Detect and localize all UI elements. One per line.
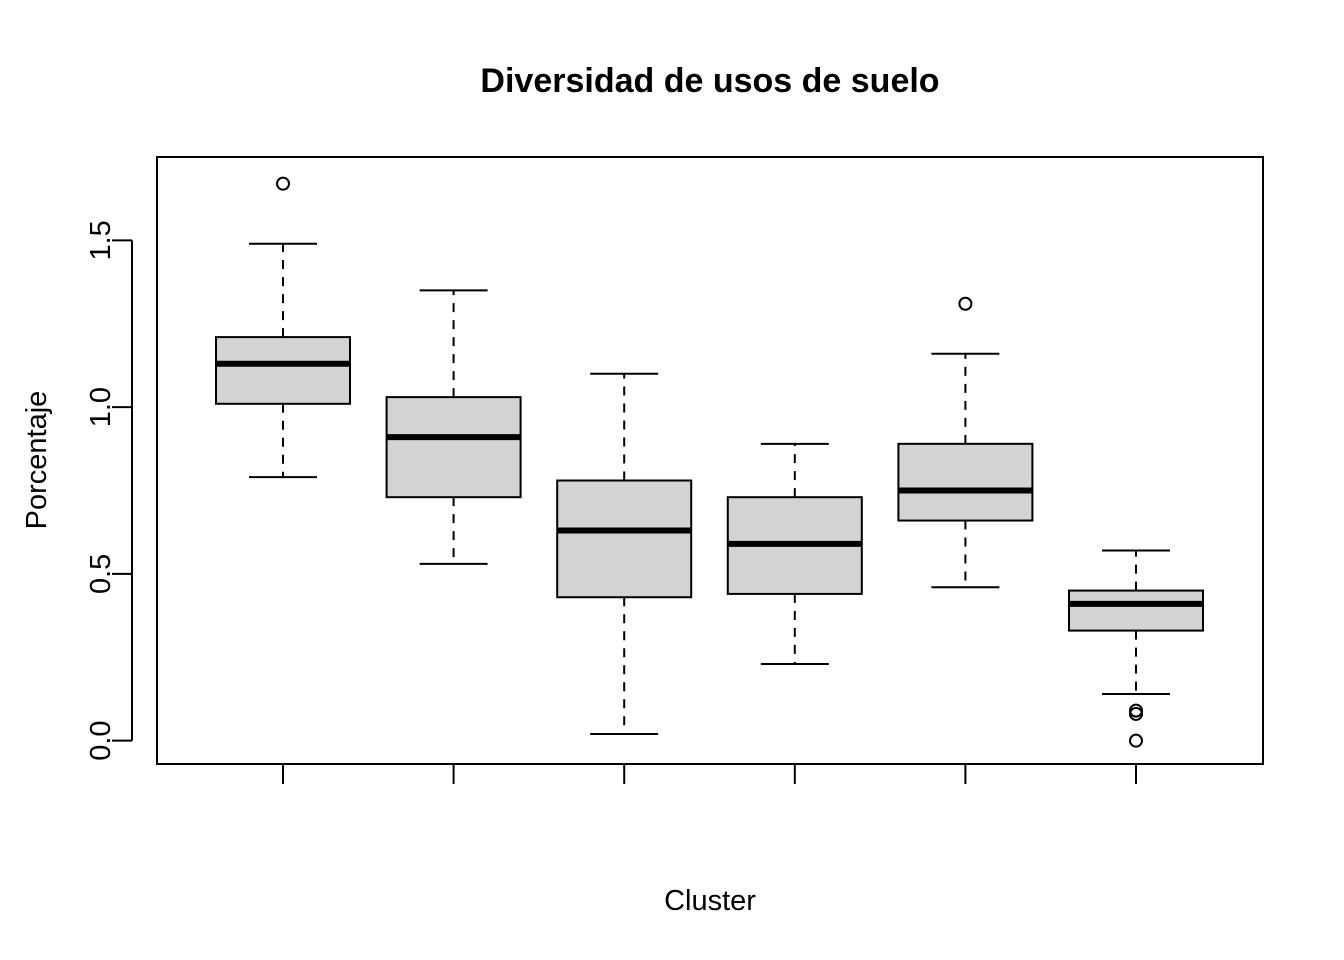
iqr-box bbox=[1068, 589, 1204, 632]
plot-frame bbox=[156, 156, 1264, 765]
box-group bbox=[726, 442, 863, 665]
y-tick-label: 1.5 bbox=[85, 220, 117, 260]
x-axis-label: Cluster bbox=[664, 885, 756, 917]
outlier-point bbox=[958, 296, 973, 311]
chart-title: Diversidad de usos de suelo bbox=[480, 62, 939, 100]
outlier-point bbox=[276, 176, 290, 191]
iqr-box bbox=[897, 442, 1034, 522]
y-axis: 0.0 0.5 1.0 1.5 bbox=[85, 220, 133, 761]
outlier-point bbox=[1129, 733, 1143, 748]
outlier-point bbox=[1129, 706, 1143, 721]
box-group bbox=[556, 372, 693, 735]
iqr-box bbox=[385, 396, 522, 499]
box-group bbox=[1068, 549, 1204, 748]
box-group bbox=[385, 289, 522, 565]
iqr-box bbox=[556, 479, 693, 599]
x-axis bbox=[282, 764, 1137, 784]
y-tick-label: 0.0 bbox=[85, 720, 117, 760]
y-tick-label: 0.5 bbox=[85, 554, 117, 594]
box-series bbox=[215, 176, 1204, 748]
box-group bbox=[897, 296, 1034, 589]
y-tick-label: 1.0 bbox=[85, 387, 117, 427]
y-axis-label: Porcentaje bbox=[21, 391, 53, 530]
iqr-box bbox=[215, 336, 351, 405]
box-group bbox=[215, 176, 351, 479]
